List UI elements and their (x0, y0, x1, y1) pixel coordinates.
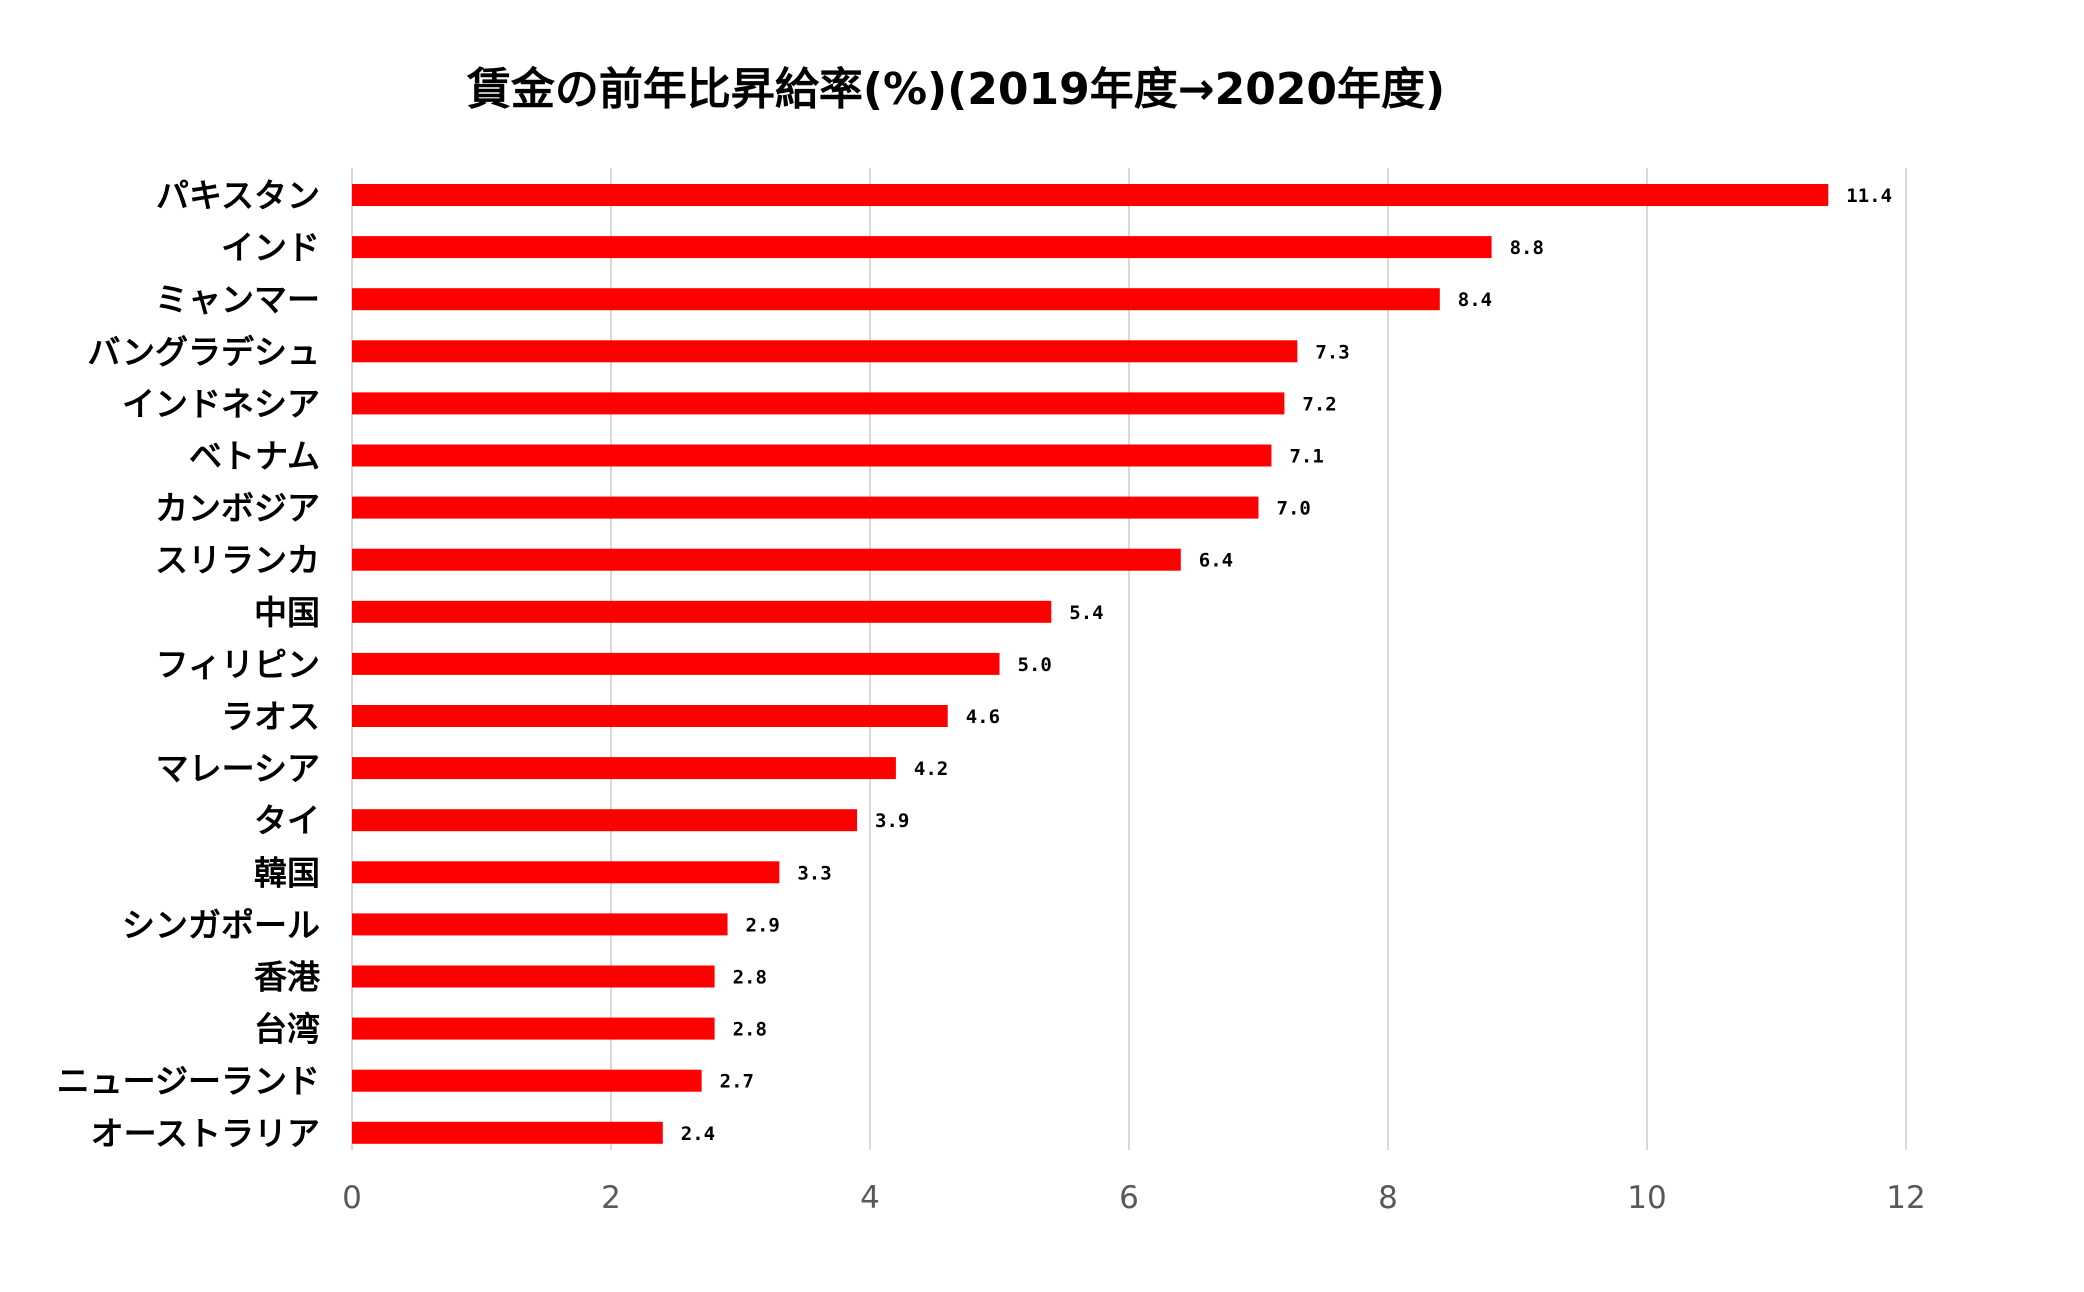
data-label: 5.0 (1018, 654, 1052, 676)
data-label: 7.2 (1302, 393, 1336, 415)
category-labels: パキスタンインドミャンマーバングラデシュインドネシアベトナムカンボジアスリランカ… (57, 176, 321, 1153)
category-label: バングラデシュ (87, 332, 320, 371)
chart-title: 賃金の前年比昇給率(%)(2019年度→2020年度) (466, 64, 1445, 115)
bar (352, 548, 1181, 571)
bar (352, 392, 1285, 415)
bars (352, 184, 1829, 1144)
bar (352, 236, 1492, 259)
bar (352, 288, 1440, 311)
bar (352, 1017, 715, 1040)
bar (352, 496, 1259, 519)
category-label: フィリピン (156, 645, 320, 684)
data-label: 3.9 (875, 810, 909, 832)
data-label: 2.8 (733, 1019, 767, 1041)
category-label: 台湾 (254, 1010, 320, 1049)
category-label: インド (221, 228, 320, 267)
x-tick-label: 0 (342, 1180, 362, 1216)
data-label: 7.3 (1315, 341, 1349, 363)
x-tick-label: 12 (1886, 1180, 1925, 1216)
data-label: 3.3 (797, 862, 831, 884)
data-label: 2.9 (746, 914, 780, 936)
bar (352, 184, 1829, 206)
data-label: 2.4 (681, 1123, 715, 1145)
data-label: 6.4 (1199, 550, 1233, 572)
category-label: ベトナム (189, 437, 320, 476)
category-label: シンガポール (122, 905, 320, 944)
data-label: 2.7 (720, 1071, 754, 1093)
data-label: 8.8 (1510, 237, 1544, 259)
bar (352, 809, 858, 832)
x-tick-label: 2 (601, 1180, 621, 1216)
x-tick-label: 8 (1378, 1180, 1398, 1216)
category-label: ニュージーランド (57, 1062, 320, 1101)
x-tick-label: 10 (1627, 1180, 1666, 1216)
data-labels: 11.4 8.8 8.4 7.3 7.2 7.1 7.0 6.4 5.4 5.0 4.6 4.2 3.9… (681, 185, 1892, 1145)
bar (352, 913, 728, 936)
data-label: 7.1 (1289, 446, 1323, 468)
bar (352, 340, 1298, 363)
category-label: オーストラリア (91, 1114, 320, 1153)
category-label: タイ (254, 801, 320, 840)
bar (352, 1069, 702, 1092)
x-tick-label: 6 (1119, 1180, 1139, 1216)
bar (352, 965, 715, 988)
bar (352, 600, 1052, 623)
bar (352, 1121, 663, 1144)
data-label: 4.6 (966, 706, 1000, 728)
data-label: 4.2 (914, 758, 948, 780)
data-label: 8.4 (1458, 289, 1492, 311)
category-label: ミャンマー (155, 280, 320, 319)
data-label: 5.4 (1069, 602, 1103, 624)
data-label: 11.4 (1846, 185, 1892, 207)
x-axis-tick-labels: 0 2 4 6 8 10 12 (342, 1180, 1926, 1216)
category-label: カンボジア (155, 489, 320, 528)
category-label: マレーシア (156, 749, 320, 788)
bar (352, 705, 948, 727)
bar (352, 861, 780, 884)
bar (352, 757, 896, 780)
category-label: 香港 (254, 958, 321, 997)
category-label: スリランカ (155, 541, 320, 580)
category-label: 韓国 (254, 853, 320, 892)
category-label: インドネシア (122, 384, 320, 423)
data-label: 7.0 (1277, 498, 1311, 520)
category-label: パキスタン (156, 176, 320, 215)
category-label: ラオス (221, 697, 320, 736)
bar (352, 652, 1000, 675)
x-tick-label: 4 (860, 1180, 880, 1216)
data-label: 2.8 (733, 967, 767, 989)
category-label: 中国 (254, 593, 320, 632)
bar (352, 444, 1272, 467)
